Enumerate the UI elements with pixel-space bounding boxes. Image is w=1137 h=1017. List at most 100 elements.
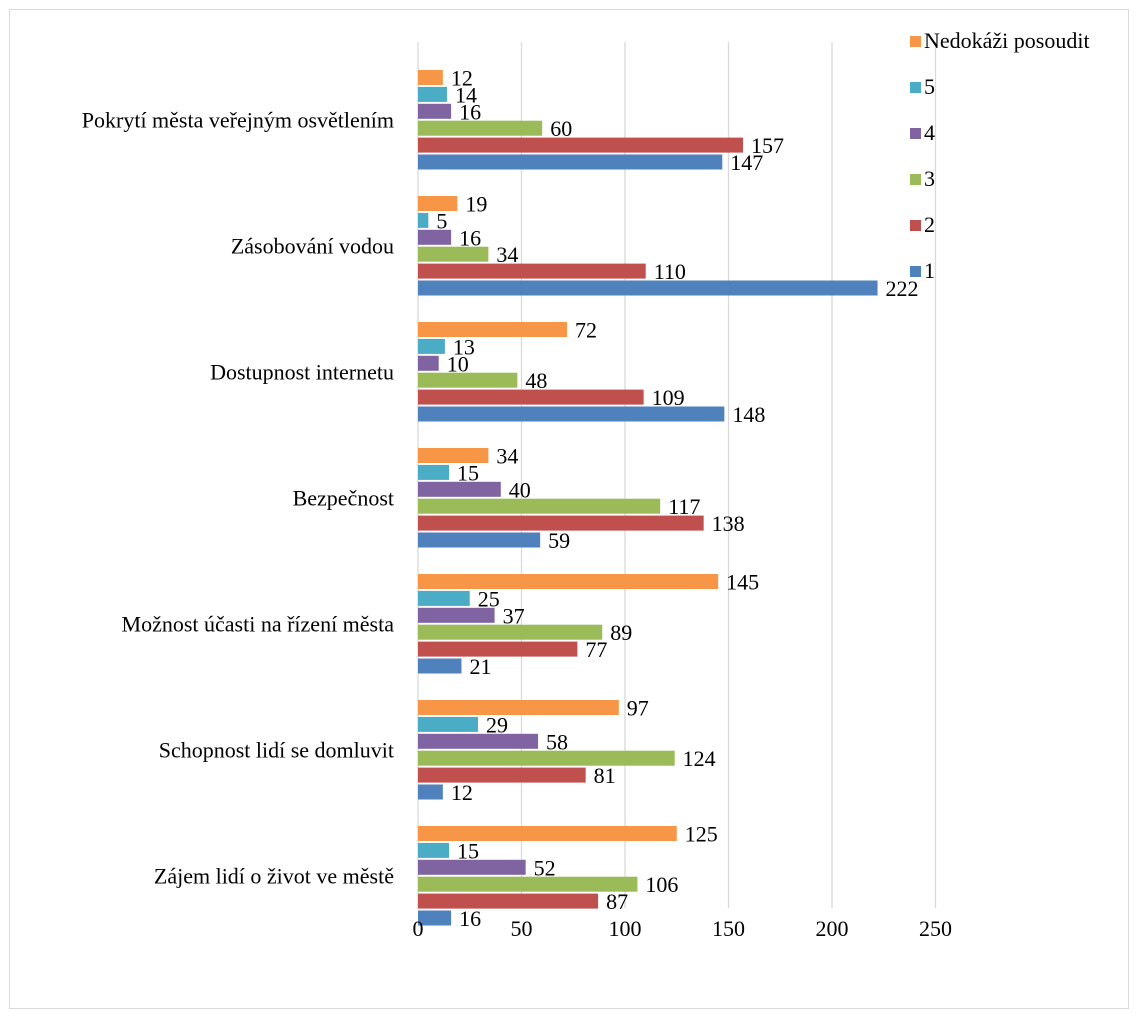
x-tick-label: 250 (919, 916, 952, 941)
legend-label: 4 (924, 120, 935, 145)
bar (418, 355, 439, 371)
bar (418, 448, 489, 463)
data-label: 59 (548, 528, 570, 553)
data-label: 37 (503, 603, 525, 628)
data-label: 12 (451, 780, 473, 805)
bar (418, 464, 450, 480)
bar (418, 658, 462, 674)
legend-label: 2 (924, 212, 935, 237)
legend-label: 3 (924, 166, 935, 191)
category-label: Možnost účasti na řízení města (122, 612, 395, 637)
data-label: 48 (525, 368, 547, 393)
data-label: 106 (645, 872, 678, 897)
x-tick-label: 50 (511, 916, 533, 941)
data-label: 87 (606, 889, 628, 914)
data-label: 16 (459, 906, 481, 931)
data-label: 147 (730, 150, 763, 175)
data-label: 60 (550, 116, 572, 141)
category-label: Bezpečnost (293, 486, 394, 511)
data-label: 157 (751, 133, 784, 158)
data-label: 14 (455, 82, 477, 107)
data-label: 13 (453, 334, 475, 359)
bar-chart: 1214166015714719516341102227213104810914… (82, 28, 1090, 941)
bar (418, 842, 450, 858)
legend-label: 5 (924, 74, 935, 99)
data-label: 40 (509, 477, 531, 502)
bar (418, 338, 445, 354)
data-label: 110 (654, 259, 686, 284)
bar (418, 70, 443, 85)
bar (418, 372, 518, 388)
data-label: 29 (486, 712, 508, 737)
bar (418, 212, 429, 228)
bar (418, 876, 638, 892)
bar (418, 532, 541, 548)
data-labels: 1214166015714719516341102227213104810914… (436, 66, 918, 932)
chart-frame: 12 14 16 60 157 147 19 5 16 34 110 222 72 13 10 48 109 14… (9, 9, 1129, 1009)
category-labels: Pokrytí města veřejným osvětlením Zásobov… (82, 108, 394, 889)
bar (418, 86, 447, 102)
data-label: 25 (478, 586, 500, 611)
bar (418, 406, 725, 422)
legend-swatch (910, 174, 921, 185)
data-label: 12 (451, 66, 473, 91)
x-tick-label: 200 (816, 916, 849, 941)
x-tick-label: 150 (712, 916, 745, 941)
bar (418, 196, 458, 211)
data-label: 117 (668, 494, 700, 519)
bar (418, 700, 619, 715)
bar (418, 893, 599, 909)
x-tick-label: 0 (413, 916, 424, 941)
bar (418, 859, 526, 875)
data-label: 34 (496, 444, 518, 469)
data-label: 15 (457, 838, 479, 863)
bar (418, 826, 677, 841)
bar (418, 515, 704, 531)
bar (418, 498, 661, 514)
data-label: 10 (447, 351, 469, 376)
legend-swatch (910, 128, 921, 139)
data-label: 148 (732, 402, 765, 427)
bar (418, 481, 501, 497)
bar (418, 280, 878, 296)
legend-swatch (910, 36, 921, 47)
bar (418, 246, 489, 262)
bars (418, 70, 878, 926)
bar (418, 716, 479, 732)
data-label: 81 (594, 763, 616, 788)
data-label: 77 (585, 637, 607, 662)
bar (418, 767, 586, 783)
bar (418, 322, 568, 337)
bar (418, 590, 470, 606)
bar (418, 154, 723, 170)
legend-swatch (910, 220, 921, 231)
data-label: 52 (534, 855, 556, 880)
bar (418, 784, 443, 800)
x-tick-label: 100 (609, 916, 642, 941)
data-label: 19 (465, 192, 487, 217)
category-label: Dostupnost internetu (210, 360, 394, 385)
data-label: 5 (436, 208, 447, 233)
category-label: Schopnost lidí se domluvit (159, 738, 394, 763)
data-label: 58 (546, 729, 568, 754)
data-label: 15 (457, 460, 479, 485)
legend-swatch (910, 82, 921, 93)
data-label: 145 (726, 570, 759, 595)
bar (418, 137, 743, 153)
bar (418, 103, 452, 119)
data-label: 72 (575, 318, 597, 343)
category-label: Zájem lidí o život ve městě (154, 864, 394, 889)
legend-label: Nedokáži posoudit (924, 28, 1090, 53)
bar (418, 733, 539, 749)
bar (418, 229, 452, 245)
data-label: 138 (712, 511, 745, 536)
bar (418, 750, 675, 766)
bar (418, 263, 646, 279)
category-label: Pokrytí města veřejným osvětlením (82, 108, 394, 133)
data-label: 124 (683, 746, 716, 771)
data-label: 125 (685, 822, 718, 847)
bar (418, 574, 719, 589)
data-label: 97 (627, 696, 649, 721)
bar (418, 624, 603, 640)
data-label: 222 (886, 276, 919, 301)
